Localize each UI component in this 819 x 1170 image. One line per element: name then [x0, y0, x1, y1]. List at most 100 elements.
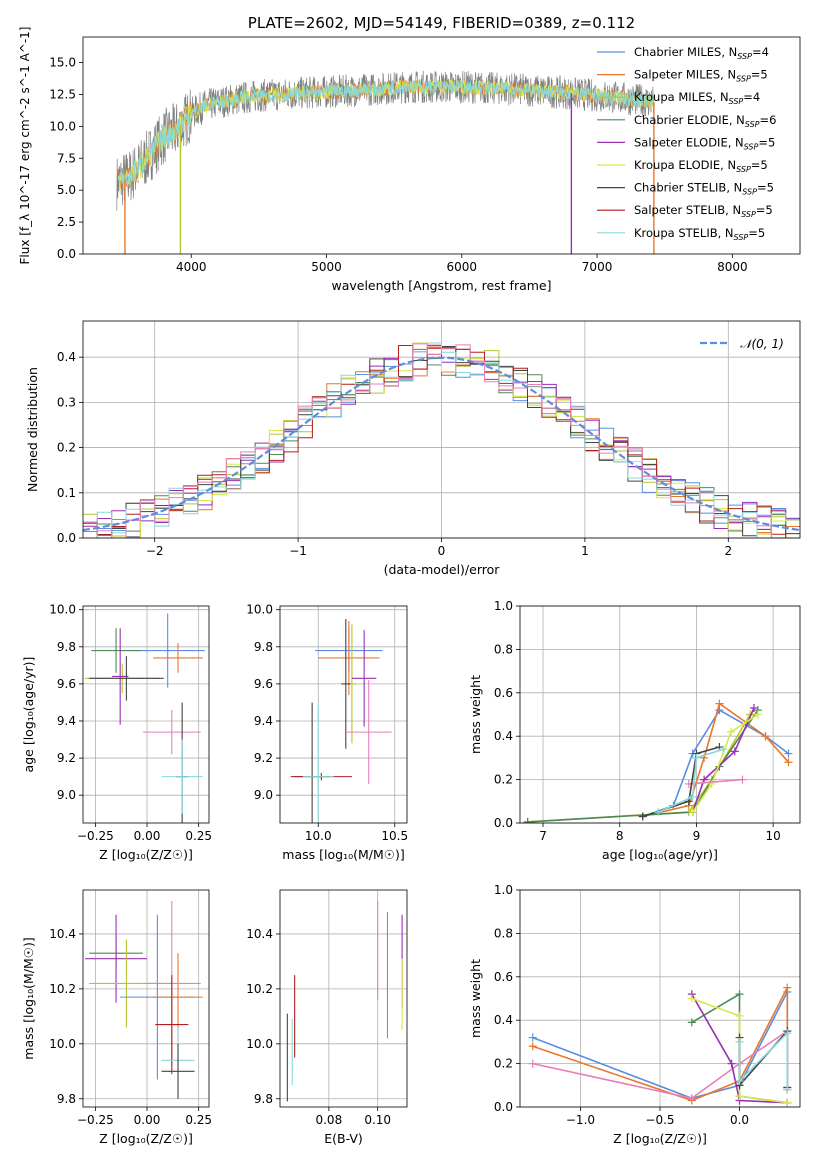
x-tick-label: 10.0	[305, 829, 332, 843]
errorbar-point-pink	[345, 680, 392, 785]
data-point-marker	[654, 808, 663, 817]
data-point-marker	[692, 753, 701, 762]
series-kroupa_stelib	[735, 1029, 792, 1094]
legend-text: Chabrier STELIB, N	[634, 181, 742, 195]
x-tick-label: −1.0	[566, 1113, 595, 1127]
legend-subscript: SSP	[742, 188, 757, 197]
legend-text: Salpeter MILES, N	[634, 68, 736, 82]
legend-entry: Kroupa STELIB, NSSP=5	[634, 226, 765, 242]
x-tick-label: 6000	[447, 260, 478, 274]
series-salpeter_miles	[638, 699, 793, 821]
plot-area-spectrum	[116, 70, 655, 254]
legend-subscript: SSP	[736, 75, 751, 84]
data-point-marker	[735, 1011, 744, 1020]
y-tick-label: 0.8	[494, 926, 513, 940]
x-axis-label: (data-model)/error	[384, 562, 501, 577]
x-tick-label: 8000	[717, 260, 748, 274]
y-tick-label: 0.2	[494, 1057, 513, 1071]
legend-subscript: SSP	[734, 233, 749, 242]
plot-age_vs_mass: 10.0 10.5 9.0 9.2 9.4 9.6 9.8 10.0 mass [log₁₀(M…	[246, 603, 408, 862]
data-point-marker	[783, 1098, 792, 1107]
errorbar-point-chabrier_stelib	[89, 656, 164, 701]
legend-entry: Chabrier ELODIE, NSSP=6	[634, 113, 776, 129]
y-tick-label: 10.4	[49, 927, 76, 941]
x-tick-label: 0.10	[364, 1113, 391, 1127]
y-tick-label: 12.5	[49, 87, 76, 101]
x-tick-label: −0.5	[645, 1113, 674, 1127]
y-tick-label: 9.6	[57, 677, 76, 691]
plot-area-age_vs_Z	[85, 613, 205, 823]
data-point-marker	[784, 749, 793, 758]
x-tick-label: 0	[438, 544, 446, 558]
y-tick-label: 15.0	[49, 56, 76, 70]
series-line	[688, 778, 743, 785]
data-point-marker	[738, 775, 747, 784]
x-tick-label: 0.25	[185, 1113, 212, 1127]
series-chabrier_elodie	[523, 706, 762, 823]
axes-frame	[82, 605, 210, 824]
data-point-marker	[753, 710, 762, 719]
errorbar-point-chabrier_elodie	[91, 628, 141, 673]
axes-frame	[279, 605, 408, 824]
y-tick-label: 10.0	[49, 1037, 76, 1051]
y-tick-label: 10.0	[246, 603, 273, 617]
axes-frame-mass_vs_EBV: 0.08 0.10 9.8 10.0 10.2 10.4 E(B-V)	[246, 889, 408, 1146]
data-point-marker	[735, 1037, 744, 1046]
plot-weight_vs_age: 7 8 9 10 0.0 0.2 0.4 0.6 0.8 1.0 age [log₁₀(age/yr…	[468, 599, 801, 862]
series-chabrier_miles	[638, 706, 793, 821]
legend-value: =4	[752, 45, 769, 59]
data-point-marker	[749, 703, 758, 712]
x-tick-label: −1	[289, 544, 307, 558]
data-point-marker	[783, 983, 792, 992]
y-tick-label: 9.6	[254, 677, 273, 691]
histogram-pink	[83, 343, 800, 538]
legend-text: Kroupa MILES, N	[634, 90, 729, 104]
plot-weight_vs_Z: −1.0 −0.5 0.0 0.0 0.2 0.4 0.6 0.8 1.0 Z [log₁₀(Z/…	[468, 883, 801, 1146]
axes-frame-spectrum: 4000 5000 6000 7000 8000 0.0 2.5 5.0 7.5 10.0 12.5…	[18, 27, 801, 293]
x-tick-label: 0.08	[315, 1113, 342, 1127]
axes-frame-age_vs_Z: −0.25 0.00 0.25 9.0 9.2 9.4 9.6 9.8 10.0 Z [log₁₀…	[21, 603, 212, 862]
y-tick-label: 0.0	[494, 1100, 513, 1114]
y-axis-label: mass weight	[468, 959, 483, 1038]
x-tick-label: 10.5	[381, 829, 408, 843]
y-tick-label: 9.8	[57, 640, 76, 654]
plot-area-residuals	[83, 342, 800, 538]
legend-text: Salpeter ELODIE, N	[634, 135, 744, 149]
x-tick-label: −2	[146, 544, 164, 558]
histogram-kroupa_stelib	[83, 342, 800, 538]
data-point-marker	[687, 994, 696, 1003]
series-line	[642, 709, 789, 818]
data-point-marker	[727, 1059, 736, 1068]
series-line	[642, 702, 790, 818]
y-tick-label: 9.4	[57, 714, 76, 728]
y-tick-label: 1.0	[494, 599, 513, 613]
data-point-marker	[735, 1076, 744, 1085]
series-kroupa_elodie	[688, 710, 762, 817]
errorbar-point-salpeter_miles	[153, 953, 203, 1042]
axes-frame-age_vs_mass: 10.0 10.5 9.0 9.2 9.4 9.6 9.8 10.0 mass [log₁₀(M…	[246, 603, 408, 862]
legend-entry: Chabrier MILES, NSSP=4	[634, 45, 769, 61]
legend-value: =5	[748, 226, 765, 240]
legend-entry: Salpeter MILES, NSSP=5	[634, 68, 768, 84]
errorbar-point-salpeter_miles	[153, 643, 203, 673]
errorbar-point-salpeter_miles	[318, 620, 380, 696]
plot-area-weight_vs_Z	[528, 983, 792, 1107]
data-point-marker	[523, 817, 532, 823]
y-tick-label: 10.4	[246, 927, 273, 941]
y-tick-label: 10.0	[246, 1037, 273, 1051]
legend-entry: 𝒩(0, 1)	[740, 337, 784, 351]
axes-frame	[82, 36, 801, 255]
y-axis-label: mass [log₁₀(M/M☉)]	[21, 937, 36, 1059]
y-tick-label: 10.0	[49, 119, 76, 133]
data-point-marker	[761, 732, 770, 741]
legend-value: =5	[751, 158, 768, 172]
chart-title: PLATE=2602, MJD=54149, FIBERID=0389, z=0…	[248, 14, 635, 32]
legend-entry: Salpeter STELIB, NSSP=5	[634, 203, 773, 219]
x-axis-label: wavelength [Angstrom, rest frame]	[331, 278, 551, 293]
legend-subscript: SSP	[729, 97, 744, 106]
errorbar-point-salpeter_elodie	[85, 914, 148, 1003]
errorbar-point-salpeter_stelib	[155, 975, 189, 1075]
plot-age_vs_Z: −0.25 0.00 0.25 9.0 9.2 9.4 9.6 9.8 10.0 Z [log₁₀…	[21, 603, 212, 862]
